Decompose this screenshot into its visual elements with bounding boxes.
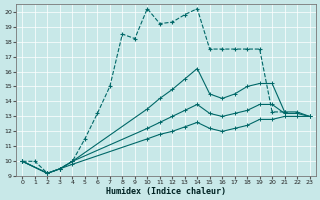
X-axis label: Humidex (Indice chaleur): Humidex (Indice chaleur) xyxy=(106,187,226,196)
